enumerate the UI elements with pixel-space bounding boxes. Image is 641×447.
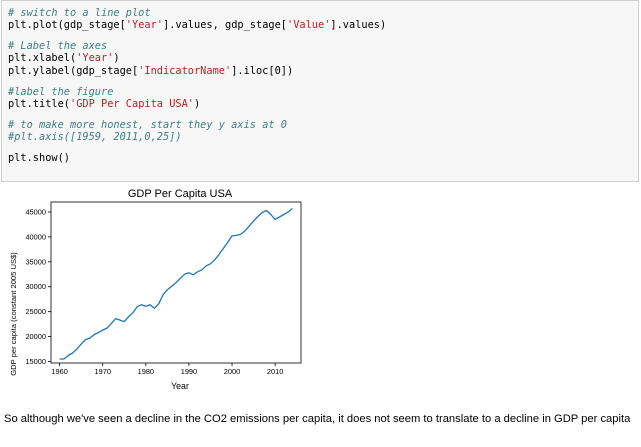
y-tick-label: 25000 (25, 307, 46, 316)
code-cell[interactable]: # switch to a line plot plt.plot(gdp_stag… (1, 0, 639, 182)
chart-title: GDP Per Capita USA (128, 188, 233, 200)
code-token: ].values) (330, 19, 387, 32)
series-line (59, 207, 293, 360)
y-tick-label: 30000 (25, 282, 46, 291)
code-line: plt.plot(gdp_stage['Year'].values, gdp_s… (8, 19, 386, 31)
code-line (8, 110, 386, 118)
code-token: plt.plot(gdp_stage[ (8, 19, 126, 32)
code-string: 'Year' (76, 52, 114, 65)
code-string: 'Value' (287, 19, 331, 32)
code-comment: # Label the axes (8, 40, 108, 53)
y-axis-label: GDP per capita (constant 2005 US$) (9, 252, 18, 376)
plot-output: GDP Per Capita USA GDP per capita (const… (0, 186, 641, 396)
code-line (8, 77, 386, 85)
code-line: #plt.axis([1959, 2011,0,25]) (8, 131, 386, 143)
y-tick-label: 35000 (25, 257, 46, 266)
y-tick-label: 15000 (25, 357, 46, 366)
code-line: # Label the axes (8, 40, 386, 52)
y-tick-label: 40000 (25, 232, 46, 241)
code-line: plt.xlabel('Year') (8, 52, 386, 64)
code-token: plt.title( (8, 97, 70, 110)
line-chart: GDP Per Capita USA GDP per capita (const… (9, 188, 302, 391)
code-token: plt.show() (8, 151, 70, 164)
x-axis-label: Year (171, 381, 189, 391)
y-tick-label: 45000 (25, 207, 46, 216)
x-tick-label: 2010 (267, 367, 283, 376)
code-line: plt.ylabel(gdp_stage['IndicatorName'].il… (8, 65, 386, 77)
code-line: plt.title('GDP Per Capita USA') (8, 98, 386, 110)
code-token: plt.ylabel(gdp_stage[ (8, 64, 139, 77)
code-line: #label the figure (8, 86, 386, 98)
code-string: 'Year' (125, 19, 163, 32)
code-line: # to make more honest, start they y axis… (8, 119, 386, 131)
code-line: # switch to a line plot (8, 7, 386, 19)
code-comment: #label the figure (8, 85, 114, 98)
code-token: ].values, gdp_stage[ (163, 19, 287, 32)
code-token: ].iloc[0]) (231, 64, 294, 77)
code-line (8, 32, 386, 40)
code-string: 'IndicatorName' (138, 64, 232, 77)
x-tick-label: 1960 (51, 367, 67, 376)
code-comment: # switch to a line plot (8, 7, 151, 19)
code-editor[interactable]: # switch to a line plot plt.plot(gdp_stag… (8, 7, 386, 164)
code-line (8, 143, 386, 151)
code-comment: # to make more honest, start they y axis… (8, 118, 287, 131)
code-token: ) (194, 97, 201, 110)
markdown-text: So although we've seen a decline in the … (4, 413, 631, 425)
x-tick-label: 1970 (94, 367, 110, 376)
code-token: ) (113, 52, 120, 65)
code-line: plt.show() (8, 152, 386, 164)
code-comment: #plt.axis([1959, 2011,0,25]) (8, 131, 182, 144)
x-tick-label: 1990 (181, 367, 197, 376)
x-tick-label: 2000 (224, 367, 240, 376)
code-token: plt.xlabel( (8, 52, 77, 65)
x-tick-label: 1980 (138, 367, 154, 376)
y-tick-label: 20000 (25, 332, 46, 341)
code-string: 'GDP Per Capita USA' (70, 97, 194, 110)
